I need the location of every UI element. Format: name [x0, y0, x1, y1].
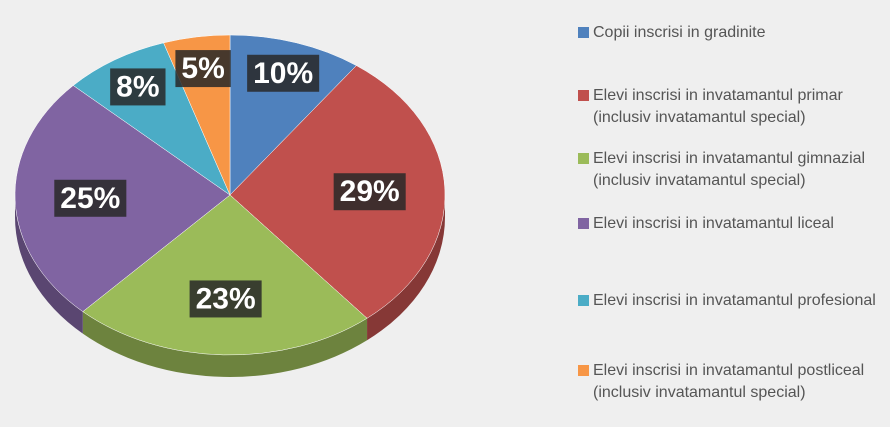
label-box	[54, 179, 127, 217]
data-label: 29%	[340, 175, 400, 208]
label-box	[189, 280, 262, 318]
legend-swatch	[578, 90, 589, 101]
legend-label: Elevi inscrisi in invatamantul primar (i…	[593, 87, 843, 126]
legend-swatch	[578, 153, 589, 164]
legend-swatch	[578, 365, 589, 376]
data-label: 8%	[116, 70, 159, 103]
data-label: 23%	[196, 282, 256, 315]
label-box	[333, 173, 406, 211]
legend-item: Elevi inscrisi in invatamantul liceal	[578, 213, 890, 235]
legend-item: Copii inscrisi in gradinite	[578, 22, 890, 44]
legend-label: Elevi inscrisi in invatamantul gimnazial…	[593, 150, 866, 189]
legend-item: Elevi inscrisi in invatamantul gimnazial…	[578, 148, 890, 192]
legend-item: Elevi inscrisi in invatamantul profesion…	[578, 290, 890, 312]
legend-item: Elevi inscrisi in invatamantul postlicea…	[578, 360, 890, 404]
legend-swatch	[578, 295, 589, 306]
legend-label: Elevi inscrisi in invatamantul profesion…	[593, 292, 876, 309]
slice	[82, 194, 368, 356]
legend-label: Copii inscrisi in gradinite	[593, 24, 766, 41]
data-label: 25%	[60, 182, 120, 215]
legend-swatch	[578, 218, 589, 229]
legend-label: Elevi inscrisi in invatamantul liceal	[593, 215, 834, 232]
legend-swatch	[578, 27, 589, 38]
legend-item: Elevi inscrisi in invatamantul primar (i…	[578, 85, 890, 129]
legend-label: Elevi inscrisi in invatamantul postlicea…	[593, 362, 865, 401]
label-box	[247, 54, 320, 92]
label-box	[110, 68, 166, 106]
label-box	[175, 50, 231, 88]
slice-side	[15, 195, 83, 334]
slice-side	[82, 311, 368, 377]
data-label: 10%	[253, 57, 313, 90]
slice-side	[367, 195, 445, 341]
data-label: 5%	[181, 52, 224, 85]
